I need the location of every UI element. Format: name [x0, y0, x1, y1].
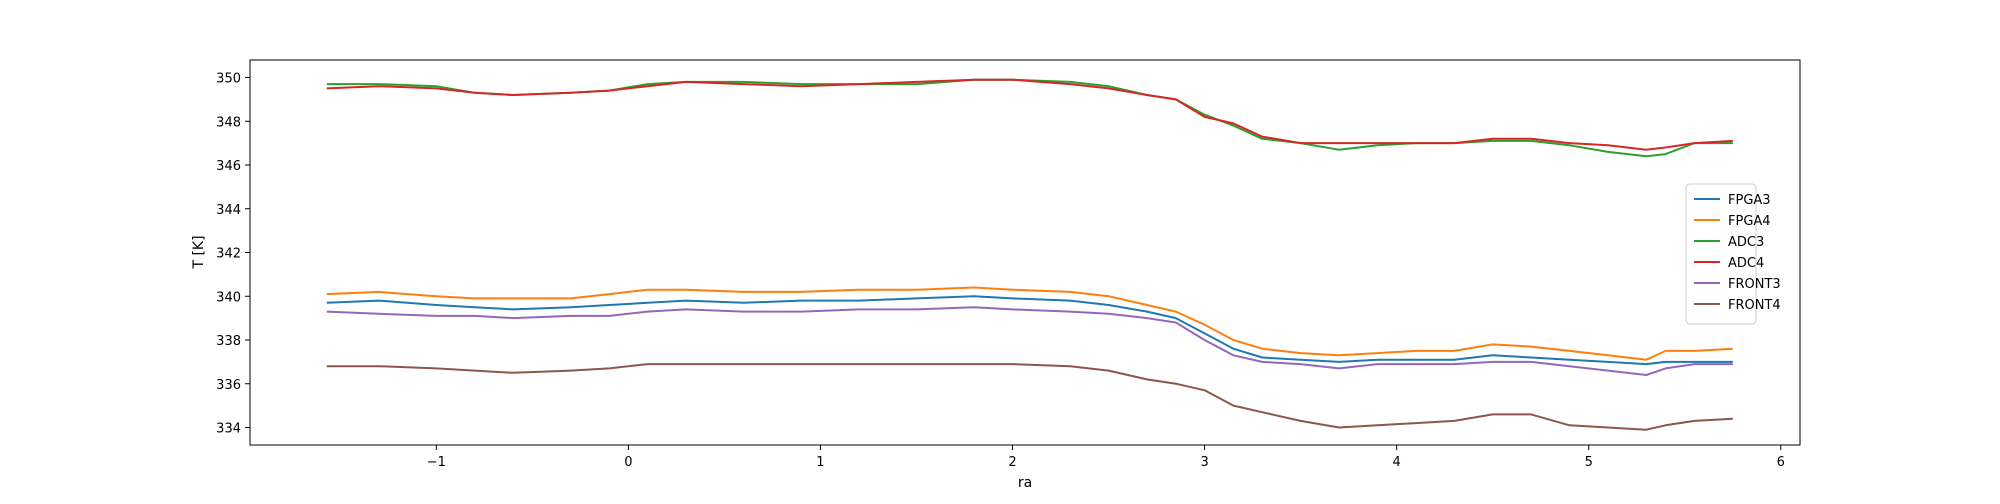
y-tick-label: 350 [216, 72, 241, 87]
y-tick-label: 348 [216, 115, 241, 130]
y-tick-label: 342 [216, 247, 241, 262]
legend-label-front4: FRONT4 [1728, 298, 1781, 313]
plot-area [326, 78, 1733, 431]
y-tick-label: 344 [216, 203, 241, 218]
y-tick-label: 336 [216, 378, 241, 393]
y-tick-label: 338 [216, 334, 241, 349]
x-tick-label: −1 [427, 455, 446, 470]
legend: FPGA3 FPGA4 ADC3 ADC4 FRONT3 FRONT4 [1685, 183, 1781, 325]
axes-frame [249, 59, 1801, 446]
y-tick-label: 346 [216, 159, 241, 174]
x-tick-label: 5 [1585, 455, 1593, 470]
x-tick-label: 6 [1777, 455, 1785, 470]
series-line-adc3 [326, 78, 1733, 158]
legend-label-fpga3: FPGA3 [1728, 193, 1771, 208]
y-axis-ticks: 334 336 338 340 342 344 346 348 350 [216, 72, 250, 437]
legend-label-front3: FRONT3 [1728, 277, 1781, 292]
y-tick-label: 340 [216, 290, 241, 305]
y-tick-label: 334 [216, 422, 241, 437]
series-line-front4 [326, 363, 1733, 431]
x-axis-ticks: −1 0 1 2 3 4 5 6 [427, 445, 1785, 470]
x-tick-label: 0 [624, 455, 632, 470]
series-line-fpga4 [326, 286, 1733, 361]
y-axis-label: T [K] [191, 235, 207, 269]
x-tick-label: 1 [816, 455, 824, 470]
legend-label-adc4: ADC4 [1728, 256, 1764, 271]
series-line-front3 [326, 306, 1733, 376]
series-line-adc4 [326, 78, 1733, 151]
legend-label-adc3: ADC3 [1728, 235, 1764, 250]
x-tick-label: 4 [1393, 455, 1401, 470]
x-axis-label: ra [1018, 475, 1032, 491]
x-tick-label: 3 [1200, 455, 1208, 470]
legend-label-fpga4: FPGA4 [1728, 214, 1771, 229]
x-tick-label: 2 [1008, 455, 1016, 470]
series-line-fpga3 [326, 295, 1733, 366]
